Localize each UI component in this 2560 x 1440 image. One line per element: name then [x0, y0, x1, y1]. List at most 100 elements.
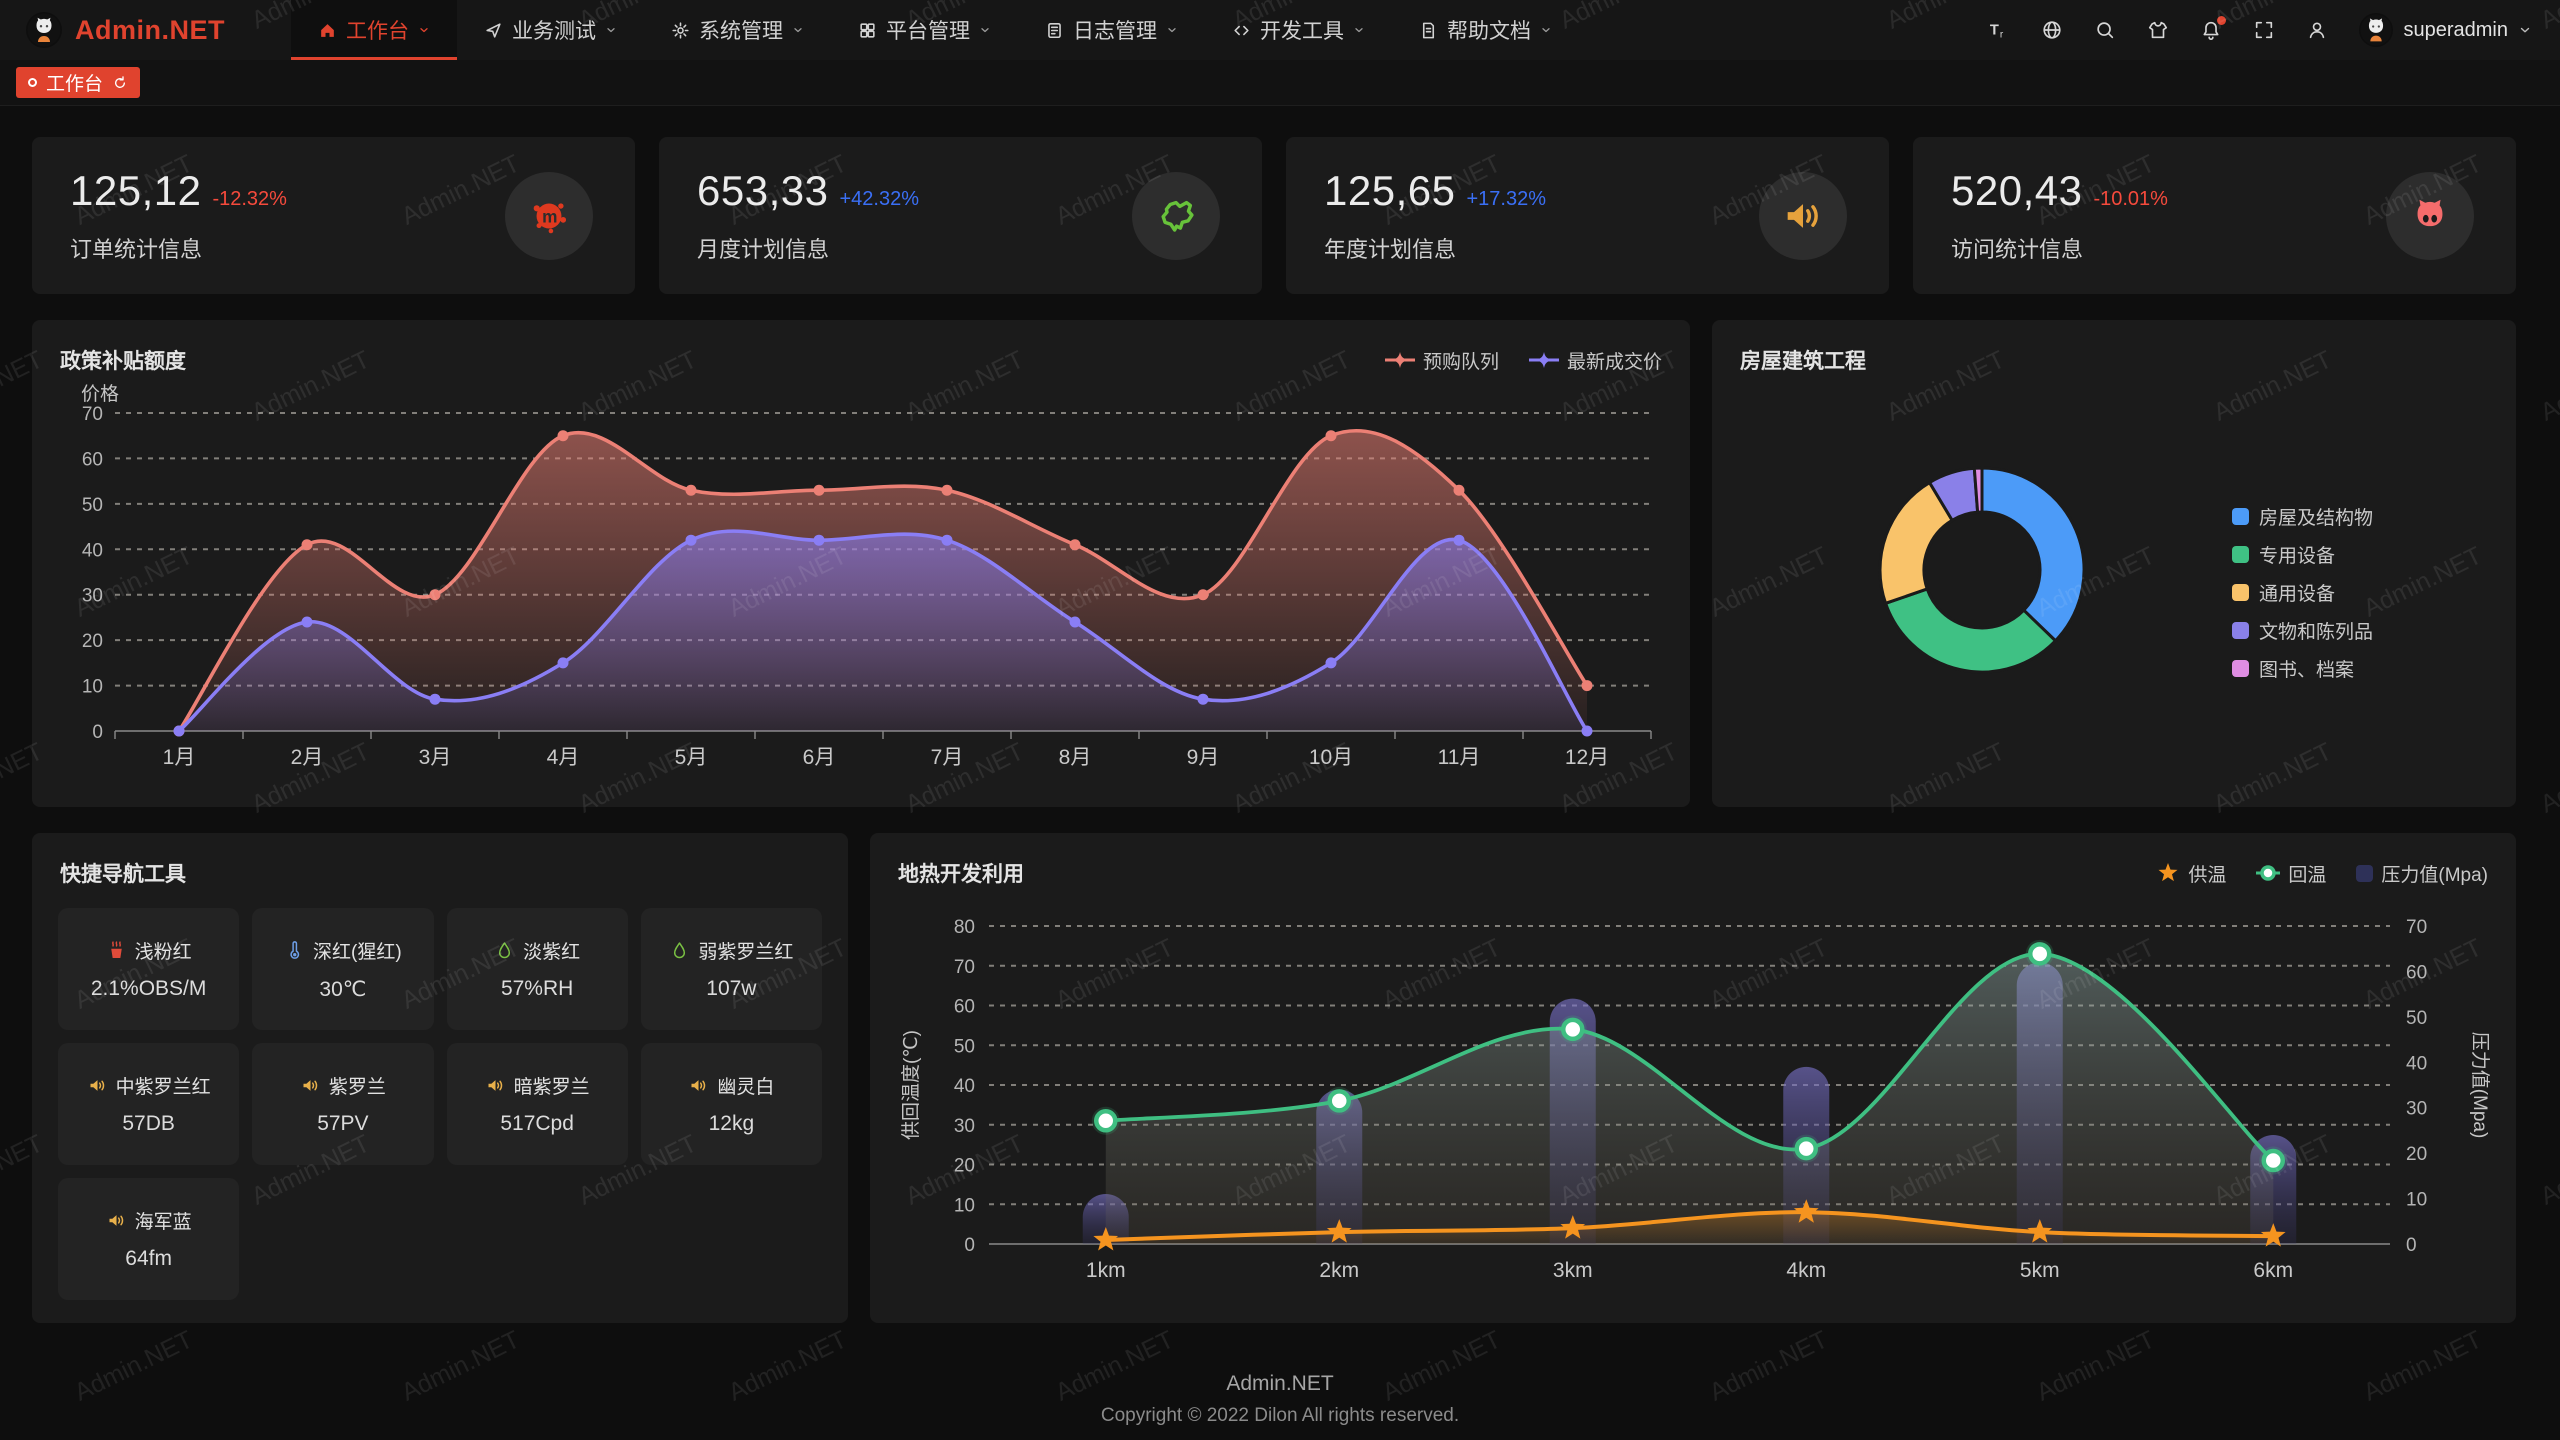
user-icon[interactable]	[2306, 19, 2328, 41]
donut-legend-item[interactable]: 文物和陈列品	[2232, 617, 2373, 644]
svg-text:60: 60	[82, 449, 103, 470]
paint-splat-icon: m	[505, 171, 593, 260]
quick-nav-item-2[interactable]: 深红(猩红) 30℃	[252, 908, 434, 1030]
quick-nav-item-1[interactable]: 浅粉红 2.1%OBS/M	[58, 908, 240, 1030]
menu-item-label: 帮助文档	[1447, 20, 1531, 43]
send-icon	[484, 21, 503, 40]
tab-1[interactable]: 工作台	[16, 67, 141, 98]
quick-nav-name: 暗紫罗兰	[513, 1077, 590, 1098]
menu-item-5[interactable]: 日志管理	[1018, 0, 1205, 60]
app-logo[interactable]: Admin.NET	[0, 0, 255, 60]
svg-text:2km: 2km	[1319, 1259, 1359, 1282]
menu-item-label: 工作台	[346, 20, 409, 43]
svg-text:9月: 9月	[1187, 746, 1220, 769]
theme-icon[interactable]	[2147, 19, 2169, 41]
quick-nav-item-8[interactable]: 幽灵白 12kg	[640, 1043, 822, 1165]
menu-item-label: 日志管理	[1073, 20, 1157, 43]
svg-text:5月: 5月	[675, 746, 708, 769]
svg-text:7月: 7月	[931, 746, 964, 769]
donut-legend-item[interactable]: 房屋及结构物	[2232, 503, 2373, 530]
language-icon[interactable]	[2041, 19, 2063, 41]
user-menu[interactable]: superadmin	[2359, 13, 2532, 47]
svg-text:70: 70	[82, 404, 103, 425]
quick-nav-panel: 快捷导航工具 浅粉红 2.1%OBS/M 深红(猩红) 30℃ 淡紫红 57%R…	[32, 833, 848, 1323]
quick-nav-name: 淡紫红	[523, 942, 581, 963]
legend-item[interactable]: 最新成交价	[1528, 347, 1662, 374]
chevron-down-icon	[979, 24, 991, 36]
quick-nav-value: 2.1%OBS/M	[90, 977, 207, 1000]
quick-nav-value: 57PV	[317, 1112, 369, 1135]
quick-nav-item-9[interactable]: 海军蓝 64fm	[58, 1178, 240, 1300]
fullscreen-icon[interactable]	[2253, 19, 2275, 41]
svg-text:T: T	[1990, 23, 1999, 39]
bell-icon[interactable]	[2200, 16, 2227, 41]
speaker-icon	[106, 1210, 127, 1231]
quick-nav-value: 64fm	[125, 1247, 172, 1270]
menu-item-7[interactable]: 帮助文档	[1392, 0, 1579, 60]
grid-icon	[858, 21, 877, 40]
legend-marker-icon	[1384, 352, 1415, 368]
quick-nav-value: 517Cpd	[500, 1112, 574, 1135]
chevron-down-icon	[418, 24, 430, 36]
search-icon[interactable]	[2094, 19, 2116, 41]
quick-nav-item-4[interactable]: 弱紫罗兰红 107w	[640, 908, 822, 1030]
quick-nav-item-6[interactable]: 紫罗兰 57PV	[252, 1043, 434, 1165]
quick-nav-item-5[interactable]: 中紫罗兰红 57DB	[58, 1043, 240, 1165]
stat-delta: -12.32%	[212, 188, 287, 210]
svg-text:50: 50	[82, 495, 103, 516]
menu-item-3[interactable]: 系统管理	[644, 0, 831, 60]
legend-star-icon	[2158, 863, 2178, 882]
legend-label: 图书、档案	[2259, 660, 2355, 681]
svg-text:12月: 12月	[1565, 746, 1609, 769]
quick-nav-name: 海军蓝	[134, 1212, 192, 1233]
svg-text:10: 10	[2406, 1190, 2427, 1211]
svg-text:20: 20	[953, 1156, 974, 1177]
quick-nav-value: 107w	[706, 977, 757, 1000]
mixed-chart-legend: 供温 回温 压力值(Mpa)	[2156, 860, 2488, 887]
notification-badge	[2217, 16, 2227, 25]
svg-text:3km: 3km	[1552, 1259, 1592, 1282]
chart-title: 政策补贴额度	[60, 350, 186, 373]
svg-text:1km: 1km	[1085, 1259, 1125, 1282]
home-icon	[318, 21, 337, 40]
quick-nav-item-3[interactable]: 淡紫红 57%RH	[446, 908, 628, 1030]
stat-label: 订单统计信息	[70, 237, 203, 262]
refresh-icon[interactable]	[112, 75, 128, 91]
menu-item-6[interactable]: 开发工具	[1205, 0, 1392, 60]
quick-nav-name: 幽灵白	[717, 1077, 775, 1098]
stat-card-1: 125,12 -12.32% 订单统计信息 m	[32, 137, 635, 294]
legend-item[interactable]: 回温	[2256, 860, 2326, 887]
stat-card-2: 653,33 +42.32% 月度计划信息	[659, 137, 1262, 294]
menu-item-1[interactable]: 工作台	[291, 0, 457, 60]
donut-legend: 房屋及结构物 专用设备 通用设备 文物和陈列品 图书、档案	[2232, 503, 2373, 682]
log-icon	[1045, 21, 1064, 40]
stat-delta: +42.32%	[839, 188, 919, 210]
menu-item-2[interactable]: 业务测试	[457, 0, 644, 60]
speaker-icon	[485, 1075, 506, 1096]
chart-title: 地热开发利用	[898, 863, 1024, 886]
svg-text:30: 30	[953, 1116, 974, 1137]
legend-swatch	[2232, 622, 2249, 639]
chart-title: 房屋建筑工程	[1740, 350, 1866, 373]
svg-text:30: 30	[2406, 1099, 2427, 1120]
menu-item-4[interactable]: 平台管理	[831, 0, 1018, 60]
legend-item[interactable]: 压力值(Mpa)	[2356, 860, 2488, 887]
donut-legend-item[interactable]: 专用设备	[2232, 541, 2373, 568]
svg-text:供回温度(℃): 供回温度(℃)	[900, 1030, 922, 1140]
footer-app-name: Admin.NET	[1226, 1372, 1334, 1395]
stat-value: 653,33	[697, 167, 829, 214]
donut-legend-item[interactable]: 通用设备	[2232, 579, 2373, 606]
legend-item[interactable]: 预购队列	[1384, 347, 1499, 374]
legend-item[interactable]: 供温	[2156, 860, 2226, 887]
heat-icon	[106, 940, 127, 961]
quick-nav-value: 57DB	[122, 1112, 175, 1135]
donut-legend-item[interactable]: 图书、档案	[2232, 655, 2373, 682]
tab-dot-icon	[28, 78, 37, 87]
stat-value: 125,12	[70, 167, 202, 214]
quick-nav-item-7[interactable]: 暗紫罗兰 517Cpd	[446, 1043, 628, 1165]
droplet-icon	[669, 940, 690, 961]
quick-nav-name: 中紫罗兰红	[115, 1077, 211, 1098]
menu-item-label: 平台管理	[886, 20, 970, 43]
